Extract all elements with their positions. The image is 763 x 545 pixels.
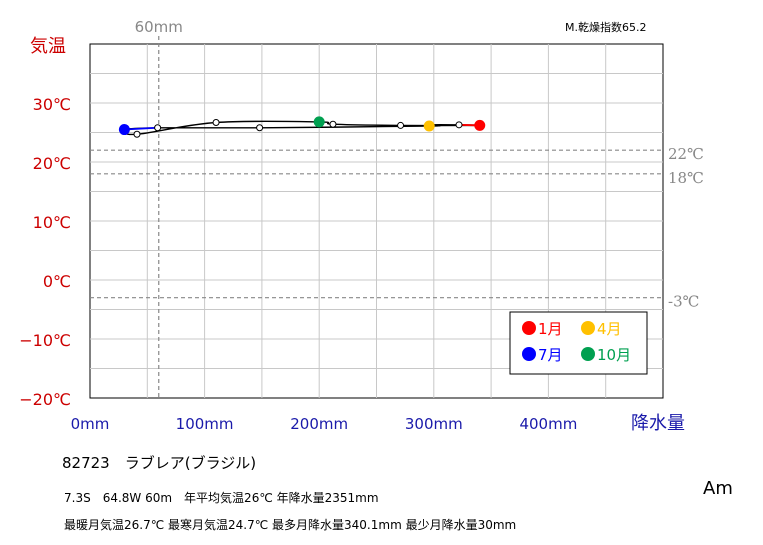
x-axis-title: 降水量 [631, 413, 685, 434]
y-tick-label: 30℃ [33, 95, 71, 114]
reference-label-temp: 22℃ [668, 145, 704, 163]
legend-label: 1月 [538, 320, 563, 338]
month-point-1 [474, 119, 486, 131]
legend-label: 4月 [597, 320, 622, 338]
month-point-10 [313, 116, 325, 128]
month-point-11 [329, 120, 337, 128]
month-point-12 [397, 121, 405, 129]
month-point-2 [455, 121, 463, 129]
x-tick-label: 300mm [405, 415, 463, 433]
legend-marker [581, 347, 595, 361]
station-extremes: 最暖月気温26.7℃ 最寒月気温24.7℃ 最多月降水量340.1mm 最少月降… [64, 518, 517, 532]
month-point-6 [154, 124, 162, 132]
y-axis-title: 気温 [30, 36, 66, 57]
legend-marker [522, 321, 536, 335]
legend-label: 10月 [597, 346, 631, 364]
reference-label-temp: -3℃ [668, 293, 699, 311]
reference-label-precip: 60mm [135, 18, 183, 36]
y-tick-label: 20℃ [33, 154, 71, 173]
station-meta: 7.3S 64.8W 60m 年平均気温26℃ 年降水量2351mm [64, 491, 379, 505]
y-tick-label: 0℃ [43, 272, 71, 291]
legend-marker [522, 347, 536, 361]
dryness-index-label: M.乾燥指数65.2 [565, 21, 647, 34]
x-tick-label: 400mm [519, 415, 577, 433]
month-point-5 [256, 124, 264, 132]
y-tick-label: −20℃ [19, 390, 71, 409]
station-title: 82723 ラブレア(ブラジル) [62, 454, 257, 472]
legend-marker [581, 321, 595, 335]
segment-jul [124, 126, 158, 131]
month-point-4 [423, 120, 435, 132]
y-tick-label: 10℃ [33, 213, 71, 232]
climate-class-label: Am [703, 478, 733, 499]
x-tick-label: 0mm [71, 415, 110, 433]
reference-label-temp: 18℃ [668, 169, 704, 187]
legend-label: 7月 [538, 346, 563, 364]
month-point-7 [118, 124, 130, 136]
month-point-8 [133, 130, 141, 138]
x-tick-label: 100mm [176, 415, 234, 433]
y-tick-label: −10℃ [19, 331, 71, 350]
month-point-9 [212, 118, 220, 126]
x-tick-label: 200mm [290, 415, 348, 433]
